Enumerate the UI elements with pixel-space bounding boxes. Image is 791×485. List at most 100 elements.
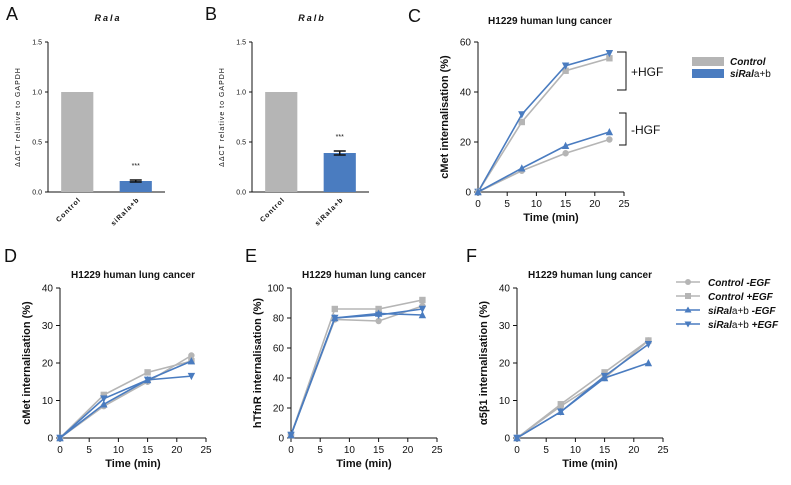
series-point-e-3-3 (418, 305, 427, 313)
y-tick-label-d: 10 (42, 396, 54, 407)
legend-f-si-minus-suffix: a+b (732, 306, 749, 317)
legend-swatch-control (692, 57, 724, 66)
y-tick-label-e: 60 (273, 344, 285, 355)
series-point-e-3-1 (331, 314, 339, 322)
series-line-e-0 (290, 305, 423, 436)
x-tick-label-d: 5 (86, 445, 92, 456)
y-tick-label-a: 0.5 (32, 140, 42, 147)
bracket-label-minus: -HGF (631, 123, 660, 137)
y-tick-label-c: 40 (460, 88, 472, 99)
series-line-d-1 (59, 360, 192, 439)
series-line-c-1 (477, 52, 610, 193)
series-point-c-1-2 (561, 62, 570, 70)
legend-f-si-plus-suffix: a+b (732, 320, 749, 331)
chart-title-b: Ralb (298, 13, 326, 23)
x-axis-label-e: Time (min) (336, 458, 392, 470)
y-axis-label-b: ΔΔCT relative to GAPDH (219, 67, 226, 167)
x-tick-label-c: 15 (560, 199, 572, 210)
x-tick-label-f: 0 (514, 445, 520, 456)
series-point-e-1-3 (419, 296, 426, 304)
x-tick-label-e: 10 (344, 445, 356, 456)
y-tick-label-e: 20 (273, 404, 285, 415)
y-tick-label-a: 0.0 (32, 190, 42, 197)
bracket-label-plus: +HGF (631, 65, 663, 79)
x-tick-label-e: 15 (373, 445, 385, 456)
annotation-b-1: *** (336, 134, 344, 141)
category-label-a-1: siRala+b (110, 196, 141, 227)
x-tick-label-f: 5 (543, 445, 549, 456)
series-point-f-1-1 (557, 401, 564, 408)
series-point-e-3-0 (287, 431, 295, 439)
series-point-c-2-2 (562, 150, 569, 157)
series-point-e-2-3 (418, 311, 427, 319)
y-tick-label-d: 30 (42, 321, 54, 332)
y-tick-label-d: 0 (47, 434, 53, 445)
chart-panel-b: Ralb 0.0 0.5 1.0 1.5 ΔΔCT relative to GAPDH Co… (219, 13, 369, 228)
x-axis-label-f: Time (min) (562, 458, 618, 470)
series-point-c-3-2 (561, 141, 570, 149)
y-axis-label-a: ΔΔCT relative to GAPDH (15, 67, 22, 167)
panel-label-d: D (4, 246, 17, 266)
y-tick-label-b: 1.5 (236, 40, 246, 47)
x-tick-label-c: 25 (618, 199, 630, 210)
y-tick-label-f: 10 (499, 396, 511, 407)
chart-title-d: H1229 human lung cancer (71, 270, 195, 281)
series-point-d-1-2 (144, 369, 151, 376)
x-tick-label-d: 0 (57, 445, 63, 456)
bar-b-0 (265, 92, 298, 192)
x-tick-label-e: 0 (288, 445, 294, 456)
chart-title-c: H1229 human lung cancer (488, 16, 612, 27)
category-label-b-1: siRala+b (314, 196, 345, 227)
x-tick-label-d: 15 (142, 445, 154, 456)
legend-panel-f: Control -EGF Control +EGF siRala+b -EGF … (676, 278, 779, 331)
series-point-d-0-3 (188, 352, 195, 359)
y-tick-label-b: 0.5 (236, 140, 246, 147)
panel-label-f: F (466, 246, 477, 266)
chart-title-f: H1229 human lung cancer (528, 270, 652, 281)
y-tick-label-f: 20 (499, 359, 511, 370)
y-axis-label-e: hTfnR internalisation (%) (252, 298, 264, 429)
x-tick-label-d: 10 (113, 445, 125, 456)
legend-f-marker-si-minus (684, 306, 692, 313)
x-tick-label-c: 0 (475, 199, 481, 210)
series-line-d-2 (59, 360, 192, 439)
x-tick-label-d: 25 (200, 445, 212, 456)
y-tick-label-a: 1.5 (32, 40, 42, 47)
series-line-f-3 (516, 343, 649, 439)
series-point-c-1-3 (605, 50, 614, 58)
y-tick-label-c: 0 (465, 188, 471, 199)
legend-f-si-minus-tail: -EGF (749, 306, 777, 317)
series-point-e-3-2 (374, 311, 383, 319)
series-point-f-3-1 (557, 408, 565, 416)
series-point-d-3-2 (143, 376, 152, 384)
y-tick-label-f: 30 (499, 321, 511, 332)
legend-f-marker-ctrl-plus (685, 293, 691, 299)
legend-f-label-si-plus: siRala+b +EGF (708, 320, 779, 331)
series-point-d-3-1 (100, 395, 108, 403)
panel-label-c: C (408, 6, 421, 26)
bracket-line-minus (619, 112, 627, 146)
y-axis-label-f: α5β1 internalisation (%) (478, 301, 490, 425)
legend-f-label-ctrl-minus: Control -EGF (708, 278, 771, 289)
series-line-c-0 (477, 57, 610, 193)
legend-f-marker-si-plus (684, 321, 692, 328)
y-axis-label-d: cMet internalisation (%) (21, 301, 33, 425)
y-tick-label-b: 0.0 (236, 190, 246, 197)
series-point-c-0-3 (606, 55, 613, 62)
x-tick-label-f: 20 (628, 445, 640, 456)
legend-label-control: Control (730, 57, 766, 68)
legend-panel-c: Control siRala+b (692, 57, 771, 80)
series-point-f-2-3 (644, 359, 653, 367)
bar-a-0 (61, 92, 94, 192)
series-point-f-3-3 (644, 341, 653, 349)
x-axis-label-d: Time (min) (105, 458, 161, 470)
series-point-e-0-2 (375, 317, 382, 325)
y-tick-label-e: 40 (273, 374, 285, 385)
series-line-d-3 (59, 375, 192, 439)
category-label-b-0: Control (259, 196, 286, 223)
chart-panel-f: H1229 human lung cancer 0 10 20 30 40 0 5 10 15 20… (478, 270, 669, 470)
series-line-c-3 (477, 131, 610, 193)
y-tick-label-d: 20 (42, 359, 54, 370)
panel-label-a: A (6, 4, 18, 24)
